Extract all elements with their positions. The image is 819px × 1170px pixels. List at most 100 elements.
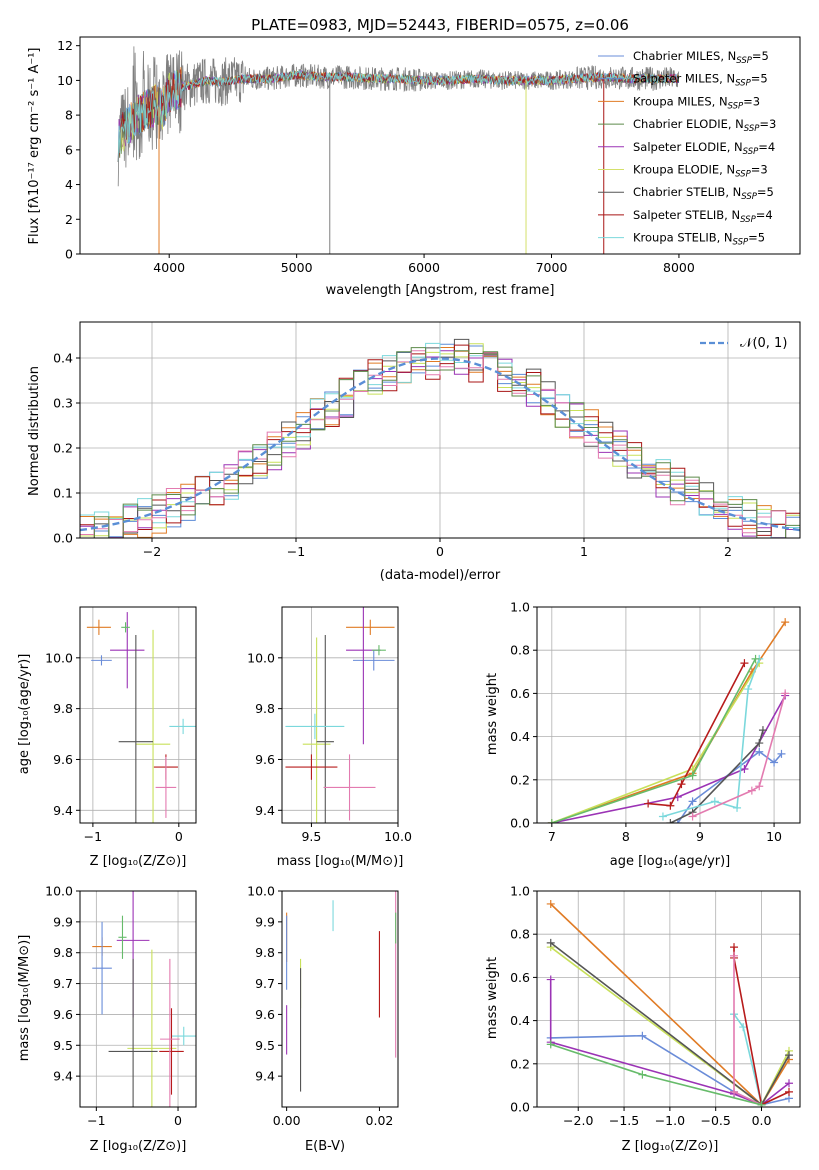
model-spectrum bbox=[117, 69, 680, 162]
mass-weight-marker bbox=[547, 819, 556, 823]
y-tick-label: 9.9 bbox=[53, 914, 73, 929]
x-tick-label: −1 bbox=[84, 829, 102, 844]
mass-weight-marker bbox=[688, 797, 697, 806]
mass-weight-marker bbox=[688, 771, 697, 780]
mass-weight-marker bbox=[638, 1070, 647, 1079]
y-tick-label: 9.4 bbox=[53, 1069, 73, 1084]
mass-weight-marker bbox=[666, 801, 675, 810]
y-tick-label: 0.2 bbox=[510, 1056, 530, 1071]
mass-weight-marker bbox=[733, 803, 742, 812]
mass-weight-marker bbox=[677, 780, 686, 789]
normal-legend-label: 𝒩(0, 1) bbox=[740, 336, 787, 351]
y-tick-label: 0 bbox=[65, 247, 73, 262]
y-tick-label: 0.4 bbox=[510, 1013, 530, 1028]
legend-subscript: SSP bbox=[736, 56, 752, 66]
spectrum-plot-area: 4000 5000 6000 7000 8000 0 2 4 6 8 10 12 bbox=[57, 36, 801, 275]
x-tick-label: 8 bbox=[622, 829, 630, 844]
ageZ-xlabel: Z [log₁₀(Z/Z⊙)] bbox=[90, 854, 187, 869]
legend-entry: Kroupa ELODIE, NSSP=3 bbox=[633, 163, 768, 180]
y-tick-label: 6 bbox=[65, 142, 73, 157]
legend-subscript: SSP bbox=[743, 147, 759, 157]
y-tick-label: 0.0 bbox=[53, 531, 73, 546]
axes-frame bbox=[281, 890, 399, 1108]
y-tick-label: 0.2 bbox=[53, 441, 73, 456]
legend-count: =3 bbox=[751, 163, 768, 177]
y-tick-label: 1.0 bbox=[510, 884, 530, 899]
legend-count: =5 bbox=[752, 49, 769, 63]
mass-weight-line bbox=[670, 729, 764, 823]
legend-entry: Chabrier MILES, NSSP=5 bbox=[633, 49, 769, 66]
x-tick-label: 0 bbox=[174, 1113, 182, 1128]
y-tick-label: 2 bbox=[65, 212, 73, 227]
legend-entry: Salpeter STELIB, NSSP=4 bbox=[633, 208, 773, 225]
mass-weight-marker bbox=[781, 618, 790, 627]
mass-weight-marker bbox=[781, 689, 790, 698]
y-tick-label: 9.6 bbox=[53, 1007, 73, 1022]
mass-weight-marker bbox=[751, 654, 760, 663]
mass-weight-marker bbox=[638, 1031, 647, 1040]
legend-subscript: SSP bbox=[740, 215, 756, 225]
mass-weight-line bbox=[551, 695, 786, 823]
y-tick-label: 10.0 bbox=[247, 650, 275, 665]
mass-weight-marker bbox=[740, 765, 749, 773]
histograms bbox=[80, 338, 800, 538]
x-tick-label: 0.0 bbox=[752, 1113, 772, 1128]
y-tick-label: 9.4 bbox=[255, 1069, 275, 1084]
legend-count: =3 bbox=[759, 117, 776, 131]
mass-weight-marker bbox=[739, 1023, 748, 1032]
legend-entry: Salpeter ELODIE, NSSP=4 bbox=[633, 140, 775, 157]
y-tick-label: 0.6 bbox=[510, 686, 530, 701]
error-bars bbox=[92, 891, 196, 1107]
y-tick-label: 0.4 bbox=[510, 729, 530, 744]
legend-entry: Salpeter MILES, NSSP=5 bbox=[633, 72, 768, 89]
x-tick-label: 7 bbox=[548, 829, 556, 844]
error-bars bbox=[285, 607, 395, 823]
age-vs-mass-panel: 9.5 10.0 9.4 9.6 9.8 10.0 bbox=[247, 606, 412, 844]
y-tick-label: 0.8 bbox=[510, 643, 530, 658]
mass-weight-marker bbox=[755, 739, 764, 748]
mass-weight-line bbox=[551, 658, 757, 823]
x-tick-label: 0.00 bbox=[273, 1113, 301, 1128]
axes-frame bbox=[79, 890, 197, 1108]
legend-subscript: SSP bbox=[744, 124, 760, 134]
y-tick-label: 0.3 bbox=[53, 396, 73, 411]
mass-vs-ebv-panel: 0.00 0.02 9.4 9.5 9.6 9.7 9.8 9.9 10.0 bbox=[247, 884, 399, 1128]
y-tick-label: 9.8 bbox=[255, 701, 275, 716]
massweight-vs-age-panel: 7 8 9 10 0.0 0.2 0.4 0.6 0.8 1.0 bbox=[510, 600, 801, 844]
spectrum-lines bbox=[117, 46, 680, 254]
age-vs-metallicity-panel: −1 0 9.4 9.6 9.8 10.0 bbox=[45, 606, 197, 844]
ageZ-ylabel: age [log₁₀(age/yr)] bbox=[17, 654, 32, 775]
legend-subscript: SSP bbox=[735, 79, 751, 89]
y-tick-label: 0.4 bbox=[53, 351, 73, 366]
y-tick-label: 4 bbox=[65, 177, 73, 192]
mass-weight-marker bbox=[546, 938, 555, 947]
x-tick-label: −1 bbox=[287, 544, 305, 559]
mwAge-xlabel: age [log₁₀(age/yr)] bbox=[610, 854, 731, 869]
x-tick-label: 10 bbox=[766, 829, 782, 844]
mass-weight-marker bbox=[785, 1051, 794, 1060]
mass-weight-marker bbox=[688, 812, 697, 821]
y-tick-label: 9.5 bbox=[53, 1038, 73, 1053]
x-tick-label: 5000 bbox=[281, 260, 313, 275]
x-tick-label: 2 bbox=[724, 544, 732, 559]
legend-count: =4 bbox=[756, 208, 773, 222]
x-tick-label: −1 bbox=[87, 1113, 105, 1128]
legend-entry: Chabrier STELIB, NSSP=5 bbox=[633, 185, 774, 202]
mass-weight-line bbox=[551, 621, 786, 823]
y-tick-label: 1.0 bbox=[510, 600, 530, 615]
mass-weight-marker bbox=[673, 819, 682, 823]
x-tick-label: 4000 bbox=[153, 260, 185, 275]
y-tick-label: 10.0 bbox=[45, 884, 73, 899]
mass-weight-marker bbox=[546, 975, 555, 984]
legend-count: =3 bbox=[743, 94, 760, 108]
model-spectrum bbox=[117, 71, 679, 162]
x-tick-label: 8000 bbox=[663, 260, 695, 275]
mass-weight-marker bbox=[744, 685, 753, 694]
y-tick-label: 9.5 bbox=[255, 1038, 275, 1053]
y-tick-label: 0.0 bbox=[510, 1100, 530, 1115]
histogram-plot-area: −2 −1 0 1 2 0.0 0.1 0.2 0.3 0.4 bbox=[53, 321, 801, 559]
x-tick-label: 1 bbox=[580, 544, 588, 559]
legend-entry: Kroupa MILES, NSSP=3 bbox=[633, 94, 760, 111]
axes-frame bbox=[79, 36, 801, 255]
